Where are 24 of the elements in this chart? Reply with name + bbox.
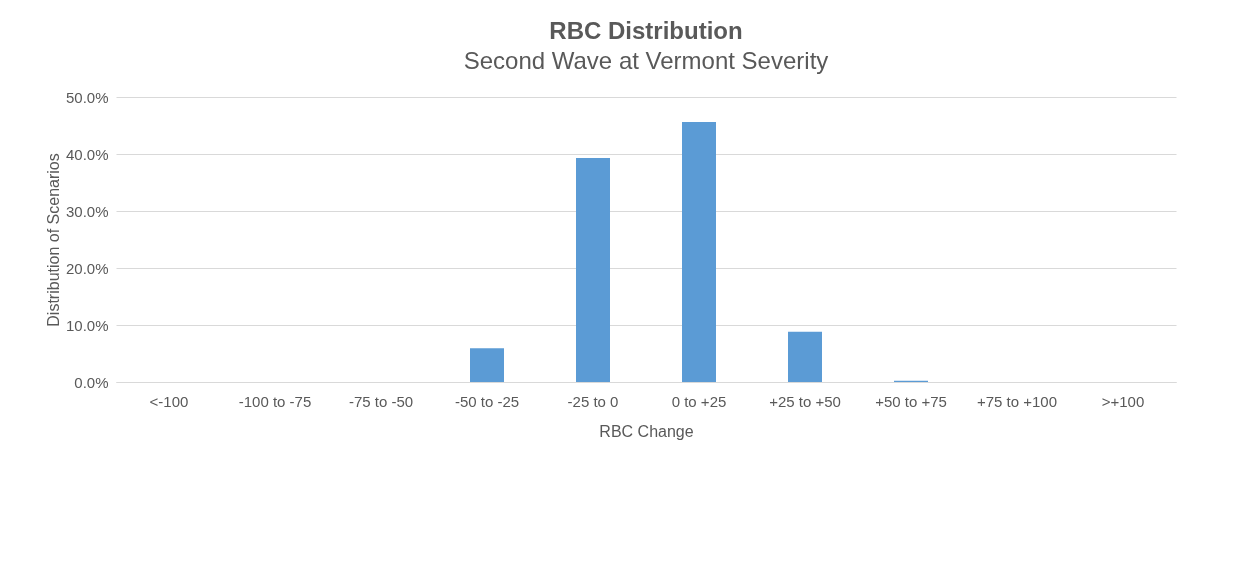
y-tick-label: 0.0% [74, 373, 109, 391]
x-tick-label: +50 to +75 [875, 392, 947, 410]
bar [682, 122, 716, 382]
x-tick-label: -100 to -75 [238, 392, 312, 410]
bar [470, 348, 504, 382]
x-tick-label: >+100 [1101, 392, 1145, 410]
x-axis-title: RBC Change [599, 422, 694, 440]
x-tick-label: 0 to +25 [671, 392, 727, 410]
y-tick-label: 10.0% [65, 316, 109, 334]
bar [576, 157, 610, 382]
y-tick-label: 50.0% [65, 88, 109, 106]
x-tick-label: -75 to -50 [348, 392, 414, 410]
x-tick-label: +75 to +100 [976, 392, 1058, 410]
y-tick-label: 30.0% [65, 202, 109, 220]
y-tick-label: 40.0% [65, 145, 109, 163]
chart-title: RBC Distribution [549, 17, 743, 44]
x-tick-label: +25 to +50 [769, 392, 841, 410]
x-tick-label: -25 to 0 [567, 392, 619, 410]
y-tick-label: 20.0% [65, 259, 109, 277]
chart-subtitle: Second Wave at Vermont Severity [463, 47, 829, 74]
x-tick-label: -50 to -25 [454, 392, 520, 410]
x-tick-label: <-100 [149, 392, 189, 410]
y-axis-title: Distribution of Scenarios [44, 153, 62, 327]
bar [788, 331, 822, 382]
